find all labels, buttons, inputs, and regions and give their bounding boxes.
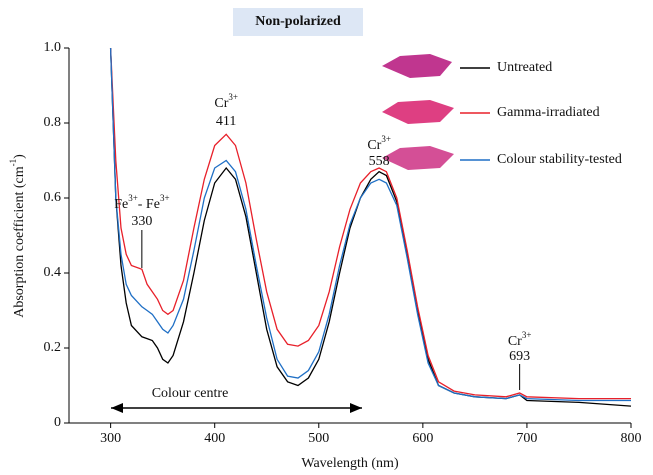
y-tick-label: 0.8 bbox=[44, 115, 62, 130]
legend-label: Gamma-irradiated bbox=[497, 105, 600, 120]
y-axis-label-sup: -1 bbox=[8, 159, 18, 167]
annotation-wavelength: 411 bbox=[216, 114, 236, 129]
x-tick-label: 300 bbox=[100, 431, 121, 446]
legend-label: Untreated bbox=[497, 60, 552, 75]
annotation-charge: 3+ bbox=[522, 330, 532, 340]
y-tick-label: 0 bbox=[54, 415, 61, 430]
series-line bbox=[109, 47, 632, 407]
y-axis-label: Absorption coefficient (cm-1) bbox=[8, 154, 27, 318]
series-line bbox=[109, 47, 631, 402]
gem-image bbox=[382, 100, 454, 124]
legend-label: Colour stability-tested bbox=[497, 152, 622, 167]
annotation-charge: 3+ bbox=[228, 92, 238, 102]
chart-title: Non-polarized bbox=[255, 14, 341, 29]
range-label: Colour centre bbox=[152, 386, 229, 401]
x-tick-label: 400 bbox=[204, 431, 225, 446]
annotation-charge: 3+ bbox=[160, 193, 170, 203]
x-tick-label: 800 bbox=[621, 431, 642, 446]
annotation-wavelength: 558 bbox=[369, 154, 390, 169]
annotation-ion: Cr3+ bbox=[508, 330, 532, 349]
annotation-charge: 3+ bbox=[128, 193, 138, 203]
annotation-wavelength: 693 bbox=[509, 349, 530, 364]
annotation-ion-name: Cr bbox=[214, 96, 228, 111]
x-tick-label: 600 bbox=[412, 431, 433, 446]
annotation-ion-name: Fe bbox=[114, 197, 128, 212]
arrow-head bbox=[111, 403, 123, 413]
x-axis-label: Wavelength (nm) bbox=[301, 456, 399, 471]
x-tick-label: 500 bbox=[308, 431, 329, 446]
y-axis-label-text: Absorption coefficient (cm bbox=[12, 166, 27, 317]
x-tick-label: 700 bbox=[516, 431, 537, 446]
annotation-ion: Cr3+ bbox=[367, 134, 391, 153]
y-tick-label: 0.6 bbox=[44, 190, 62, 205]
y-tick-label: 0.2 bbox=[44, 340, 62, 355]
series-line bbox=[109, 47, 631, 400]
annotation-ion: Cr3+ bbox=[214, 92, 238, 111]
annotation-ion-name: Cr bbox=[508, 334, 522, 349]
annotation-charge: 3+ bbox=[381, 134, 391, 144]
gem-image bbox=[382, 54, 452, 78]
annotation-wavelength: 330 bbox=[131, 214, 152, 229]
title-box bbox=[233, 8, 363, 36]
annotation-ion-name: Cr bbox=[367, 138, 381, 153]
annotation-ion: Fe3+- Fe3+ bbox=[114, 193, 169, 212]
arrow-head bbox=[350, 403, 362, 413]
y-tick-label: 0.4 bbox=[44, 265, 62, 280]
gem-image bbox=[382, 146, 454, 170]
y-tick-label: 1.0 bbox=[44, 40, 62, 55]
y-axis-label-end: ) bbox=[12, 154, 27, 159]
annotation-ion-name: - Fe bbox=[138, 197, 160, 212]
